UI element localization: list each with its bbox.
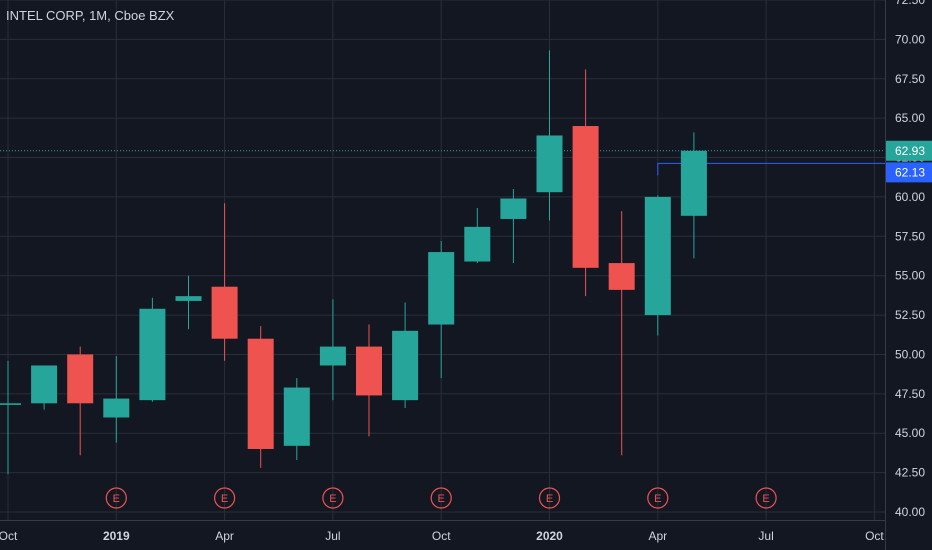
candle-body — [31, 365, 58, 404]
time-tick-label: Apr — [648, 529, 667, 543]
candle-body — [103, 398, 130, 418]
price-tick-label: 50.00 — [895, 347, 925, 361]
candle-body — [356, 346, 382, 396]
candle-body — [536, 135, 563, 193]
price-tick-label: 40.00 — [895, 505, 925, 519]
price-tick-label: 42.50 — [895, 466, 925, 480]
candle-body — [428, 252, 455, 325]
time-tick-label: Apr — [215, 529, 234, 543]
price-tick-label: 65.00 — [895, 111, 925, 125]
candle-body — [392, 330, 419, 401]
price-tick-label: 55.00 — [895, 269, 925, 283]
earnings-marker-label: E — [654, 493, 661, 505]
candle-body — [572, 126, 599, 268]
candle-body — [464, 226, 491, 262]
price-tick-label: 45.00 — [895, 426, 925, 440]
reference-price-label: 62.13 — [895, 165, 925, 179]
reference-price-line — [657, 162, 885, 176]
earnings-marker — [322, 487, 344, 509]
price-tick-label: 57.50 — [895, 229, 925, 243]
earnings-marker — [105, 487, 127, 509]
candle-body — [283, 387, 310, 446]
candle-body — [139, 308, 166, 401]
earnings-marker — [430, 487, 452, 509]
price-tick-label: 60.00 — [895, 190, 925, 204]
price-tick-label: 67.50 — [895, 72, 925, 86]
candle-body — [0, 403, 21, 405]
last-price-label: 62.93 — [895, 144, 925, 158]
price-tick-label: 70.00 — [895, 32, 925, 46]
earnings-marker-label: E — [329, 493, 336, 505]
symbol-title: INTEL CORP, 1M, Cboe BZX — [6, 8, 175, 23]
last-price-badge — [886, 140, 932, 161]
earnings-marker-label: E — [546, 493, 553, 505]
reference-price-badge — [886, 162, 932, 183]
time-tick-label: Jul — [325, 529, 340, 543]
time-tick-label: Jul — [758, 529, 773, 543]
candle-body — [247, 338, 274, 449]
earnings-marker — [538, 487, 561, 509]
earnings-marker-label: E — [221, 493, 228, 505]
earnings-marker-label: E — [438, 493, 445, 505]
price-tick-label: 47.50 — [895, 387, 925, 401]
candle-body — [211, 286, 238, 339]
earnings-marker-label: E — [113, 493, 120, 505]
earnings-marker — [755, 487, 777, 509]
time-tick-label: 2019 — [103, 529, 130, 543]
time-tick-label: Oct — [865, 529, 884, 543]
candle-body — [175, 296, 202, 301]
time-tick-label: Oct — [432, 529, 451, 543]
candle-body — [680, 150, 707, 216]
earnings-marker — [214, 487, 236, 509]
time-tick-label: 2020 — [536, 529, 563, 543]
candle-body — [500, 198, 527, 219]
candle-body — [644, 196, 671, 316]
earnings-marker — [647, 487, 669, 509]
earnings-marker-label: E — [762, 493, 769, 505]
candle-body — [319, 346, 346, 366]
candle-body — [608, 263, 635, 290]
candle-body — [67, 354, 94, 404]
price-tick-label: 52.50 — [895, 308, 925, 322]
price-tick-label: 72.50 — [895, 0, 925, 7]
time-tick-label: Oct — [0, 529, 18, 543]
